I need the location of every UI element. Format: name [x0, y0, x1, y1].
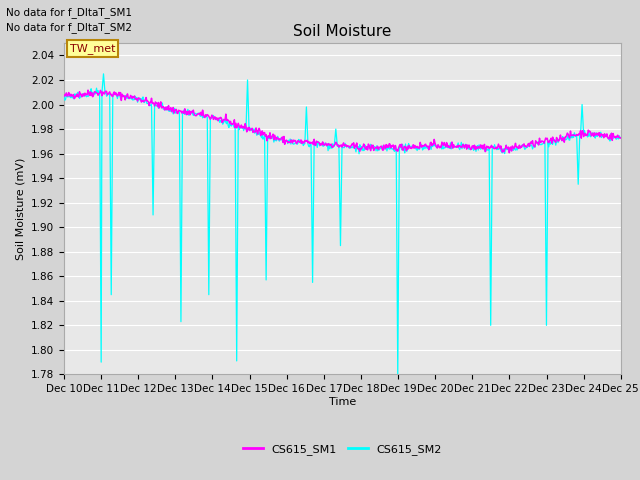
- X-axis label: Time: Time: [329, 397, 356, 407]
- Text: No data for f_DltaT_SM1: No data for f_DltaT_SM1: [6, 7, 132, 18]
- Title: Soil Moisture: Soil Moisture: [293, 24, 392, 39]
- Legend: CS615_SM1, CS615_SM2: CS615_SM1, CS615_SM2: [238, 440, 447, 459]
- Text: No data for f_DltaT_SM2: No data for f_DltaT_SM2: [6, 22, 132, 33]
- Y-axis label: Soil Moisture (mV): Soil Moisture (mV): [15, 157, 26, 260]
- Text: TW_met: TW_met: [70, 43, 115, 54]
